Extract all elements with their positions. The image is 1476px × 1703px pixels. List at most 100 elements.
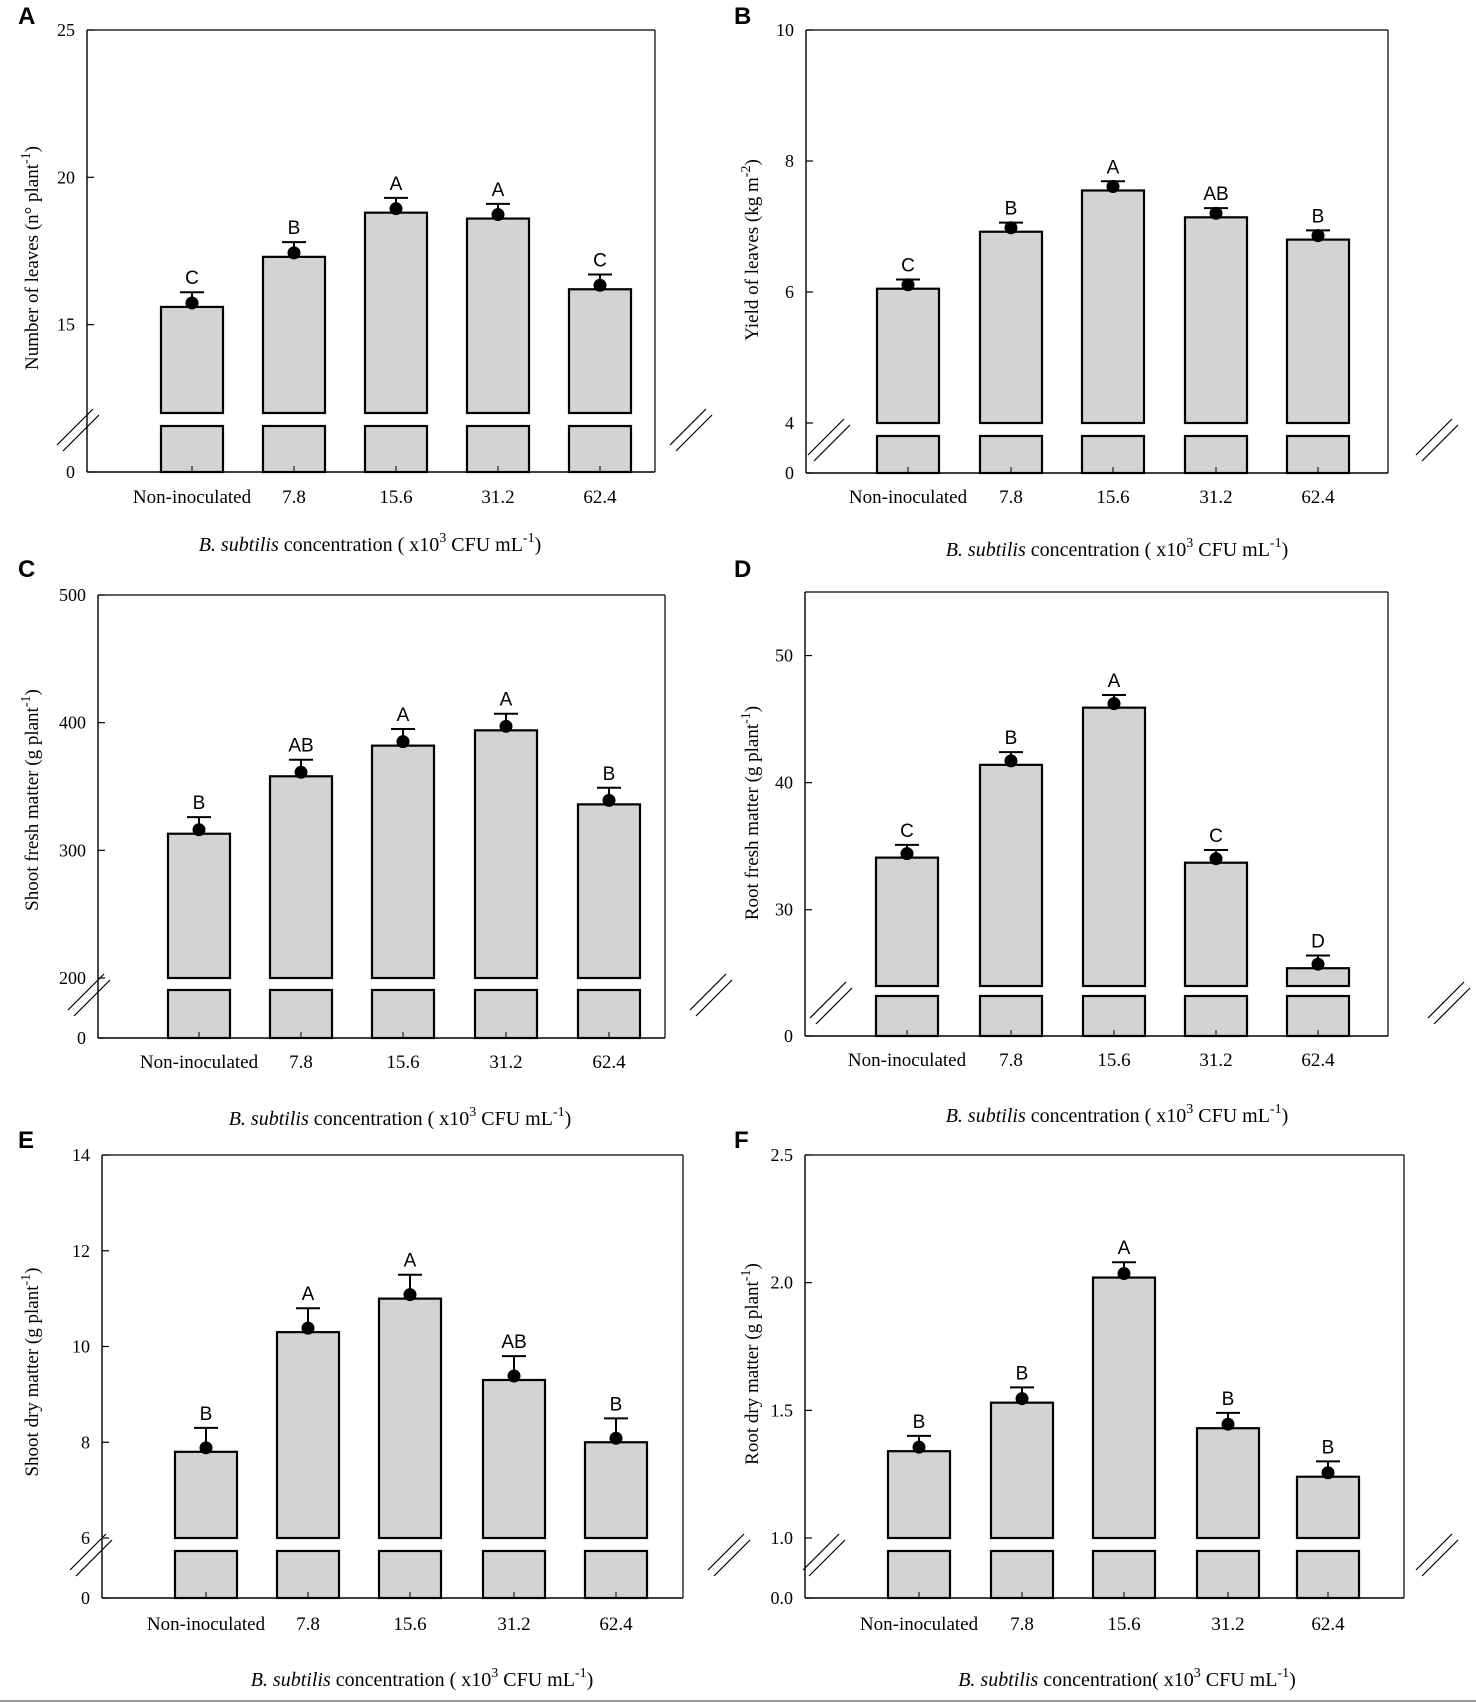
axis-break-mark <box>669 408 707 446</box>
bar-lower <box>363 424 429 474</box>
x-tick-label: 7.8 <box>999 487 1023 508</box>
x-tick-label: 62.4 <box>583 487 617 508</box>
x-tick-label: 15.6 <box>1097 1050 1130 1071</box>
x-tick-label: 31.2 <box>1211 1614 1244 1635</box>
mean-marker <box>1117 1267 1131 1281</box>
mean-marker <box>1004 221 1018 235</box>
bar <box>159 305 225 415</box>
mean-marker <box>1311 957 1325 971</box>
axis-break-mark <box>813 424 851 462</box>
axis-break-mark <box>1415 418 1453 456</box>
axis-break-mark <box>1421 424 1459 462</box>
bar-lower <box>875 434 941 475</box>
bar <box>1195 1427 1261 1540</box>
significance-letter: C <box>1209 826 1223 847</box>
bar <box>1285 967 1351 988</box>
x-tick-label: Non-inoculated <box>140 1052 259 1073</box>
x-axis-label: B. subtilis concentration ( x103 CFU mL-… <box>229 1105 572 1130</box>
mean-marker <box>396 735 410 749</box>
axis-break-mark <box>713 1539 751 1577</box>
bar-lower <box>268 988 334 1040</box>
bar <box>1183 216 1249 425</box>
mean-marker <box>185 296 199 310</box>
significance-letter: AB <box>1203 184 1228 205</box>
significance-letter: B <box>603 764 616 785</box>
significance-letter: C <box>900 821 914 842</box>
significance-letter: A <box>397 705 410 726</box>
x-tick-label: 15.6 <box>386 1052 419 1073</box>
mean-marker <box>1004 754 1018 768</box>
x-tick-label: 62.4 <box>599 1614 633 1635</box>
bar-lower <box>166 988 232 1040</box>
panel-d: D 30 40 50 0 C Non-inoculated B 7.8 A 15.6 C 31.2 D 62… <box>734 556 1471 1127</box>
significance-letter: B <box>1016 1363 1029 1384</box>
significance-letter: B <box>913 1412 926 1433</box>
bar-lower <box>377 1549 443 1600</box>
mean-marker <box>199 1441 213 1455</box>
significance-letter: AB <box>501 1332 526 1353</box>
mean-marker <box>389 202 403 216</box>
bar-lower <box>1295 1549 1361 1600</box>
mean-marker <box>901 278 915 292</box>
y-tick-label: 200 <box>59 968 86 988</box>
bar <box>886 1450 952 1540</box>
y-tick-label: 15 <box>57 315 75 335</box>
significance-letter: A <box>1108 671 1121 692</box>
x-tick-label: 31.2 <box>1199 1050 1232 1071</box>
y-tick-label: 30 <box>775 900 793 920</box>
mean-marker <box>1209 852 1223 866</box>
bar <box>874 856 940 988</box>
mean-marker <box>900 847 914 861</box>
x-tick-label: 62.4 <box>1311 1614 1345 1635</box>
axis-break-mark <box>809 981 847 1019</box>
y-tick-label: 10 <box>72 1337 90 1357</box>
y-tick-label: 8 <box>785 151 794 171</box>
mean-marker <box>499 719 513 733</box>
bar-lower <box>481 1549 547 1600</box>
y-axis-label: Shoot dry matter (g plant-1) <box>19 1267 43 1476</box>
bar-lower <box>1285 434 1351 475</box>
bar <box>978 230 1044 425</box>
y-tick-label: 2.0 <box>771 1273 794 1293</box>
bar-lower <box>1080 434 1146 475</box>
y-tick-label: 6 <box>81 1528 90 1548</box>
x-axis-label: B. subtilis concentration ( x103 CFU mL-… <box>946 1102 1289 1127</box>
y-tick-label: 0 <box>784 1026 793 1046</box>
mean-marker <box>1221 1417 1235 1431</box>
bar <box>1091 1276 1157 1540</box>
bar-lower <box>978 994 1044 1038</box>
panel-letter: E <box>18 1127 34 1154</box>
x-axis-label: B. subtilis concentration ( x103 CFU mL-… <box>251 1666 594 1691</box>
bar-lower <box>173 1549 239 1600</box>
significance-letter: A <box>302 1284 315 1305</box>
bar <box>1081 706 1147 988</box>
y-tick-label: 8 <box>81 1432 90 1452</box>
bar-lower <box>567 424 633 474</box>
significance-letter: AB <box>288 736 313 757</box>
bar <box>481 1378 547 1540</box>
bar <box>1295 1475 1361 1540</box>
y-tick-label: 20 <box>57 167 75 187</box>
bar <box>268 775 334 980</box>
significance-letter: B <box>193 793 206 814</box>
x-tick-label: 7.8 <box>1010 1614 1034 1635</box>
x-axis-label: B. subtilis concentration ( x103 CFU mL-… <box>946 536 1289 561</box>
axis-break-mark <box>802 1533 840 1571</box>
bar-lower <box>473 988 539 1040</box>
bar-lower <box>1183 994 1249 1038</box>
y-tick-label: 400 <box>59 713 86 733</box>
y-axis-label: Root fresh matter (g plant-1) <box>739 706 763 920</box>
axis-break-mark <box>1433 987 1471 1025</box>
bar-lower <box>1195 1549 1261 1600</box>
bar <box>370 744 436 980</box>
significance-letter: C <box>901 256 915 277</box>
mean-marker <box>491 208 505 222</box>
x-tick-label: 15.6 <box>393 1614 426 1635</box>
bar-lower <box>874 994 940 1038</box>
x-tick-label: 15.6 <box>1107 1614 1140 1635</box>
y-axis-label: Number of leaves (n° plant-1) <box>19 146 43 370</box>
x-tick-label: 62.4 <box>1301 487 1335 508</box>
bar-lower <box>576 988 642 1040</box>
mean-marker <box>1107 697 1121 711</box>
axis-break-mark <box>62 414 100 452</box>
